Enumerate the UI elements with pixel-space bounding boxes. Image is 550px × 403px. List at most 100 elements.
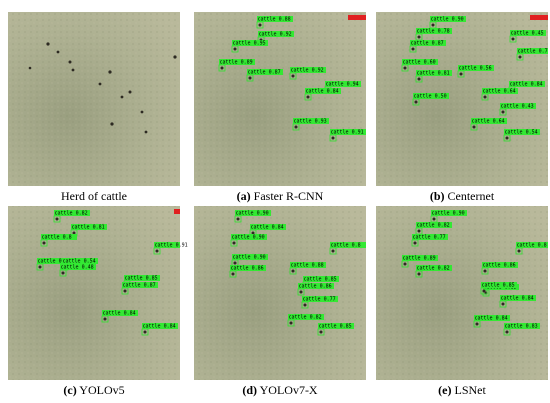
caption-label: (b)	[430, 189, 445, 203]
detection-label: cattle 0.56	[459, 66, 492, 72]
detection-label: cattle 0.92	[259, 32, 292, 38]
cow	[61, 271, 65, 275]
cow	[511, 37, 515, 41]
detection-label: cattle 0.83	[505, 324, 538, 330]
label-bg	[430, 16, 466, 22]
cow	[303, 303, 307, 307]
cow	[482, 289, 486, 293]
detection-label: cattle 0.88	[258, 17, 291, 23]
label-bg	[325, 81, 361, 87]
cow	[306, 95, 310, 99]
caption: (c) YOLOv5	[63, 383, 124, 397]
label-bg	[302, 296, 338, 302]
label-bg	[416, 70, 452, 76]
cow	[220, 66, 224, 70]
cow	[483, 95, 487, 99]
label-bg	[122, 282, 158, 288]
label-bg	[318, 323, 354, 329]
detection-label: cattle 0.60	[403, 60, 436, 66]
detection-label: cattle 0.64	[483, 89, 516, 95]
detection-label: cattle 0.91	[331, 130, 364, 136]
label-bg	[516, 242, 548, 248]
label-bg	[416, 222, 452, 228]
red-box	[348, 15, 366, 20]
label-bg	[62, 258, 98, 264]
cow	[231, 272, 235, 276]
detection-label: cattle 0.90	[233, 255, 266, 261]
detection-label: cattle 0.84	[475, 316, 508, 322]
detection-label: cattle 0.45	[511, 31, 544, 37]
detection-label: cattle 0.54	[505, 130, 538, 136]
label-bg	[235, 210, 271, 216]
caption-text: LSNet	[454, 383, 486, 397]
cow	[518, 55, 522, 59]
label-bg	[232, 254, 268, 260]
red-box	[530, 15, 548, 20]
label-bg	[504, 323, 540, 329]
detection-label: cattle 0.8	[331, 243, 361, 249]
caption: (b) Centernet	[430, 189, 495, 203]
label-bg	[60, 264, 96, 270]
cow	[291, 269, 295, 273]
detection-label: cattle 0.50	[414, 94, 447, 100]
caption-text: Faster R-CNN	[254, 189, 324, 203]
cow	[331, 249, 335, 253]
label-bg	[219, 59, 255, 65]
detection-label: cattle 0.94	[326, 82, 359, 88]
cow	[232, 241, 236, 245]
cow	[459, 72, 463, 76]
cow	[289, 321, 293, 325]
cow	[299, 290, 303, 294]
detection-label: cattle 0.87	[411, 41, 444, 47]
label-bg	[124, 275, 160, 281]
detection-label: cattle 0.85	[125, 276, 158, 282]
label-bg	[413, 93, 449, 99]
cattle-herd	[28, 42, 177, 134]
label-bg	[258, 31, 294, 37]
label-bg	[71, 224, 107, 230]
detection-label: cattle 0.89	[403, 256, 436, 262]
cow	[236, 217, 240, 221]
detection-label: cattle 0.87	[248, 70, 281, 76]
cow	[411, 47, 415, 51]
label-bg	[517, 48, 548, 54]
label-bg	[154, 242, 180, 248]
label-bg	[410, 40, 446, 46]
label-bg	[510, 30, 546, 36]
cow	[294, 125, 298, 129]
photo-texture	[194, 206, 366, 380]
label-bg	[231, 234, 267, 240]
detection-label: cattle 0.85	[482, 283, 515, 289]
label-bg	[298, 283, 334, 289]
panel: cattle 0.82 cattle 0.81 cattle 0.91 cattle …	[8, 206, 188, 397]
detection-label: cattle 0.89	[220, 60, 253, 66]
label-bg	[412, 234, 448, 240]
cow	[517, 249, 521, 253]
label-bg	[431, 210, 467, 216]
caption-text: YOLOv7-X	[260, 383, 318, 397]
label-bg	[458, 65, 494, 71]
cow	[248, 76, 252, 80]
photo-texture	[194, 12, 366, 186]
label-bg	[402, 255, 438, 261]
cow	[501, 110, 505, 114]
label-bg	[41, 234, 77, 240]
detection-label: cattle 0.84	[103, 311, 136, 317]
detection-label: cattle 0.87	[123, 283, 156, 289]
cow	[155, 249, 159, 253]
detection-label: cattle 0.7	[518, 49, 548, 55]
detection-label: cattle 0.82	[417, 223, 450, 229]
detection-label: cattle 0.86	[299, 284, 332, 290]
detection-label: cattle 0.90	[432, 211, 465, 217]
caption-text: YOLOv5	[79, 383, 124, 397]
detection-label: cattle 0.8	[42, 235, 72, 241]
cow	[38, 265, 42, 269]
cow	[413, 241, 417, 245]
detection-label: cattle 0.86	[483, 263, 516, 269]
label-bg	[102, 310, 138, 316]
cow	[431, 23, 435, 27]
cow	[501, 302, 505, 306]
label-bg	[330, 129, 366, 135]
